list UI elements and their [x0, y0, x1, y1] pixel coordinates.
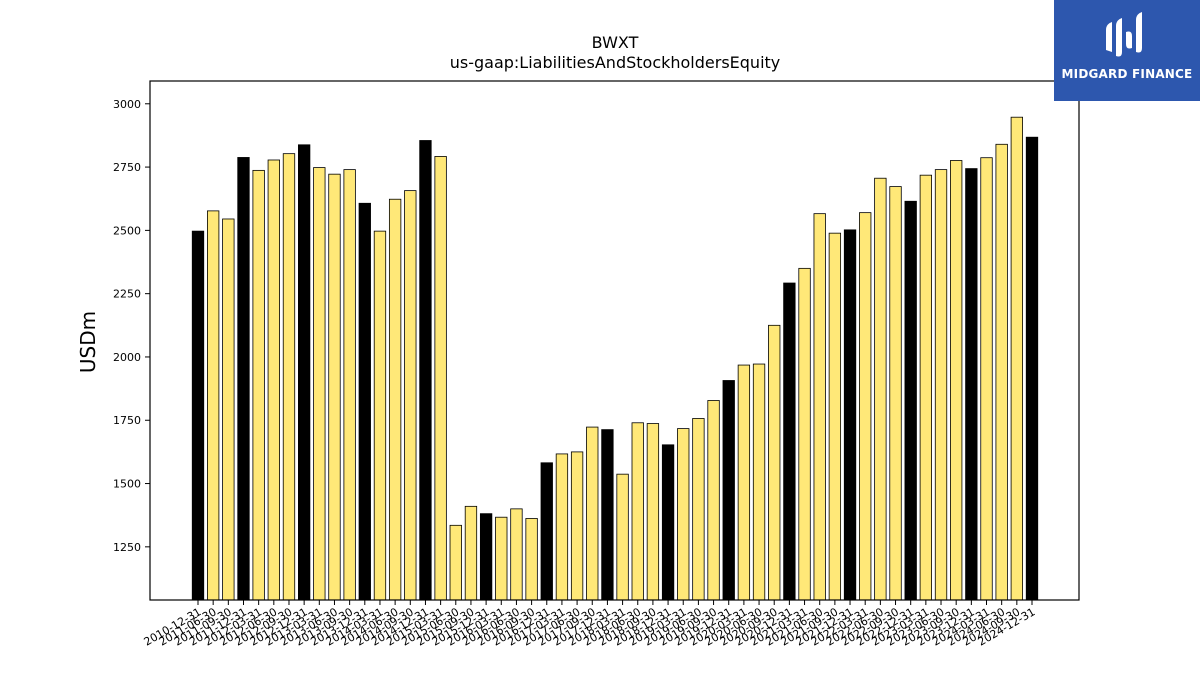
bar-2022-12-31	[904, 200, 917, 601]
bar-2023-09-30	[950, 160, 963, 601]
bar-2011-12-31	[237, 157, 250, 601]
bar-2024-09-30	[1010, 116, 1023, 601]
bar-2015-06-30	[449, 524, 462, 601]
bar-2013-06-30	[328, 173, 341, 601]
bar-2014-06-30	[388, 198, 402, 601]
bar-2018-03-31	[616, 473, 629, 601]
bars-group	[191, 116, 1039, 601]
bar-2016-12-31	[540, 462, 553, 601]
bar-2016-03-31	[495, 516, 508, 601]
y-tick-label: 2000	[113, 351, 141, 364]
bar-2023-03-31	[919, 174, 932, 601]
bar-2015-12-31	[479, 513, 493, 601]
bar-2012-06-30	[267, 159, 280, 601]
y-axis-label: USDm	[76, 311, 100, 373]
bar-2016-06-30	[510, 508, 523, 601]
bar-2019-12-31	[722, 380, 735, 601]
bar-2014-03-31	[373, 230, 387, 601]
bar-2017-03-31	[555, 453, 569, 601]
y-tick-label: 2500	[113, 224, 141, 237]
bar-2023-12-31	[965, 168, 978, 601]
bar-2017-12-31	[601, 429, 614, 601]
logo-text: MIDGARD FINANCE	[1061, 67, 1193, 81]
bar-2020-09-30	[768, 324, 781, 601]
bar-2018-12-31	[661, 444, 675, 601]
bar-2018-06-30	[631, 422, 644, 601]
y-tick-label: 2750	[113, 161, 141, 174]
bar-2020-12-31	[783, 282, 796, 601]
y-tick-label: 1500	[113, 478, 141, 491]
bar-2019-03-31	[677, 428, 690, 601]
logo-mark-icon	[1106, 12, 1142, 57]
bar-2022-03-31	[859, 212, 872, 601]
bar-2023-06-30	[934, 169, 948, 601]
bar-2012-09-30	[282, 153, 296, 601]
y-tick-label: 1750	[113, 414, 141, 427]
brand-logo: MIDGARD FINANCE	[1054, 0, 1200, 101]
bar-2015-03-31	[434, 156, 447, 601]
plot-frame	[149, 80, 1080, 601]
bar-2014-12-31	[419, 140, 432, 601]
bar-2018-09-30	[646, 423, 660, 601]
bar-2010-12-31	[191, 230, 205, 601]
bar-2021-12-31	[843, 229, 857, 601]
bar-2016-09-30	[525, 518, 538, 601]
chart-subtitle: us-gaap:LiabilitiesAndStockholdersEquity	[450, 53, 781, 72]
bar-2021-03-31	[798, 267, 811, 601]
bar-2011-06-30	[207, 210, 220, 601]
y-tick-label: 3000	[113, 98, 141, 111]
bar-2022-09-30	[889, 186, 902, 601]
bar-2011-09-30	[222, 218, 235, 601]
chart-title: BWXT	[592, 33, 639, 52]
bar-2012-12-31	[297, 144, 311, 601]
bar-2017-09-30	[586, 426, 599, 601]
bar-2019-09-30	[707, 400, 720, 601]
bar-2024-06-30	[995, 143, 1008, 601]
bar-2021-06-30	[813, 213, 826, 601]
y-axis: 1250 1500 1750 2000 2250 2500 2750 3000	[113, 98, 150, 554]
bar-2013-09-30	[343, 169, 356, 601]
bar-2014-09-30	[404, 190, 417, 601]
bar-2013-03-31	[313, 167, 326, 601]
x-axis: 2010-12-312011-06-302011-09-302011-12-31…	[142, 600, 1038, 649]
y-tick-label: 2250	[113, 288, 141, 301]
bar-2021-09-30	[828, 232, 842, 601]
bar-2013-12-31	[358, 202, 371, 601]
bar-2020-03-31	[737, 364, 751, 601]
bar-2012-03-31	[252, 169, 265, 601]
bar-2024-12-31	[1025, 136, 1039, 601]
bar-2024-03-31	[980, 157, 993, 601]
bar-2022-06-30	[874, 177, 887, 601]
bar-2017-06-30	[570, 451, 584, 601]
bar-2020-06-30	[752, 363, 766, 601]
bar-2015-09-30	[464, 505, 478, 601]
bar-2019-06-30	[692, 418, 705, 601]
y-tick-label: 1250	[113, 541, 141, 554]
